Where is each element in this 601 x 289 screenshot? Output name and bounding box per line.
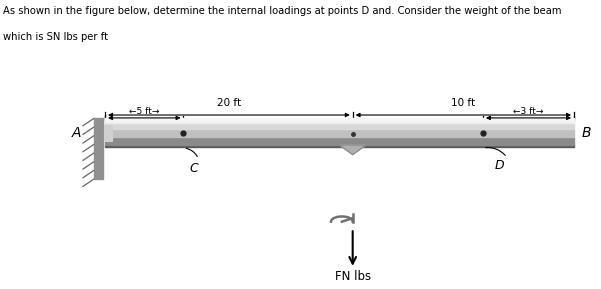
Bar (105, 121, 574, 123)
Text: ←3 ft→: ←3 ft→ (513, 108, 544, 116)
Bar (105, 123, 574, 129)
Bar (105, 118, 574, 121)
Bar (105, 129, 574, 137)
Text: As shown in the figure below, determine the internal loadings at points D and. C: As shown in the figure below, determine … (3, 6, 561, 16)
Bar (105, 137, 574, 145)
Polygon shape (340, 145, 366, 155)
Text: FN lbs: FN lbs (335, 270, 371, 283)
Text: B: B (581, 126, 591, 140)
Text: C: C (189, 162, 198, 175)
Bar (105, 145, 574, 147)
Text: 10 ft: 10 ft (451, 98, 475, 108)
Text: A: A (72, 126, 82, 140)
Bar (104, 125, 112, 141)
Text: ←5 ft→: ←5 ft→ (129, 108, 159, 116)
Text: which is SN lbs per ft: which is SN lbs per ft (3, 32, 108, 42)
Text: 20 ft: 20 ft (217, 98, 241, 108)
Text: D: D (495, 159, 505, 172)
Bar (94, 118, 103, 179)
